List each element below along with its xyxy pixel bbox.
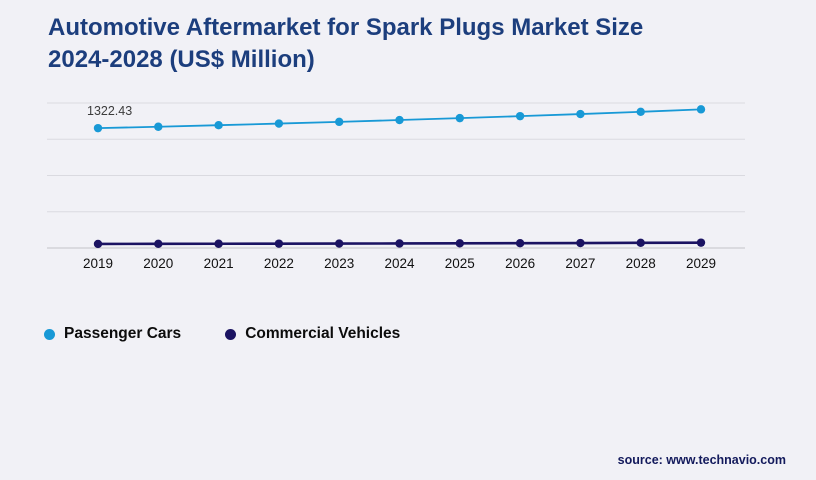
value-label: 1322.43 [87, 104, 132, 118]
data-point-commercial-vehicles [395, 239, 404, 248]
data-point-commercial-vehicles [576, 238, 585, 248]
data-point-commercial-vehicles [93, 239, 103, 249]
data-point-passenger-cars [576, 109, 585, 119]
data-point-passenger-cars [455, 113, 464, 123]
data-point-passenger-cars [696, 105, 706, 114]
data-point-commercial-vehicles [335, 239, 344, 248]
data-point-passenger-cars [214, 121, 223, 130]
data-point-passenger-cars [395, 115, 404, 125]
x-tick-label: 2021 [204, 256, 234, 271]
legend-item-passenger-cars: Passenger Cars [44, 325, 181, 343]
x-tick-label: 2020 [143, 256, 173, 271]
x-tick-label: 2019 [83, 256, 113, 271]
chart-legend: Passenger Cars Commercial Vehicles [44, 325, 400, 343]
legend-item-commercial-vehicles: Commercial Vehicles [225, 325, 400, 343]
x-tick-label: 2022 [264, 256, 294, 271]
data-point-passenger-cars [335, 117, 344, 127]
data-point-passenger-cars [274, 119, 284, 128]
data-point-passenger-cars [93, 123, 103, 133]
x-tick-label: 2027 [565, 256, 595, 271]
legend-label-commercial-vehicles: Commercial Vehicles [245, 325, 401, 342]
data-point-commercial-vehicles [515, 238, 525, 248]
data-point-commercial-vehicles [154, 239, 163, 249]
x-tick-label: 2029 [686, 256, 716, 271]
commercial-vehicles-legend-dot-icon [225, 328, 237, 340]
title-line-1: Automotive Aftermarket for Spark Plugs M… [48, 14, 644, 41]
x-tick-label: 2025 [445, 256, 475, 271]
data-point-commercial-vehicles [214, 239, 223, 248]
data-point-commercial-vehicles [636, 238, 645, 248]
data-point-commercial-vehicles [696, 238, 706, 247]
line-chart: 2019 2020 2021 2022 2023 2024 2025 2026 2027 2028… [47, 102, 745, 271]
x-tick-label: 2023 [324, 256, 354, 271]
data-point-passenger-cars [636, 107, 645, 116]
page-title: Automotive Aftermarket for Spark Plugs M… [48, 12, 643, 75]
legend-label-passenger-cars: Passenger Cars [64, 325, 182, 342]
data-point-commercial-vehicles [455, 239, 464, 248]
title-line-2: 2024-2028 (US$ Million) [48, 45, 315, 73]
source-text: source: www.technavio.com [617, 453, 786, 467]
x-tick-label: 2028 [626, 256, 656, 271]
data-point-commercial-vehicles [274, 239, 284, 248]
passenger-cars-legend-dot-icon [44, 328, 55, 340]
x-tick-label: 2026 [505, 256, 535, 271]
x-tick-label: 2024 [384, 256, 415, 271]
data-point-passenger-cars [154, 122, 163, 131]
data-point-passenger-cars [515, 111, 525, 121]
